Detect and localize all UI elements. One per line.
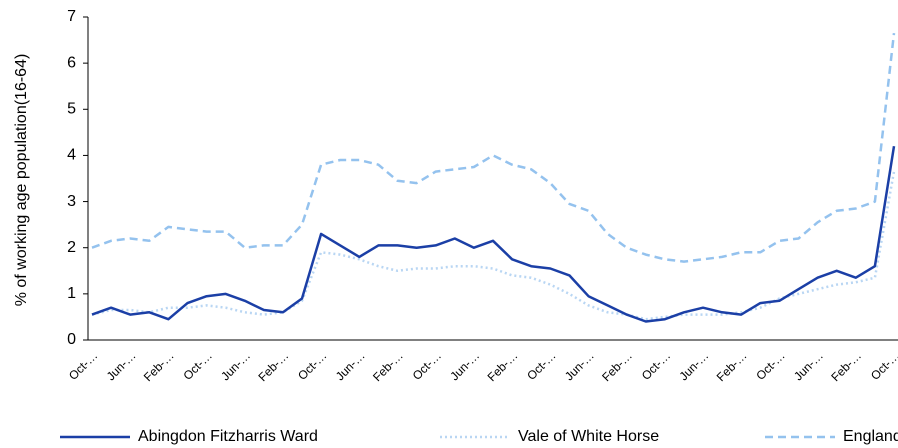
y-tick-label: 6 [67,54,76,71]
y-axis-label: % of working age population(16-64) [13,54,30,307]
y-tick-label: 4 [67,147,76,164]
x-tick-label: Jun-… [104,348,139,383]
x-tick-label: Feb-… [599,348,635,384]
y-tick-label: 7 [67,8,76,25]
x-tick-label: Oct-… [181,348,215,382]
y-tick-label: 0 [67,331,76,348]
y-tick-label: 2 [67,239,76,256]
x-tick-label: Feb-… [828,348,864,384]
x-tick-label: Jun-… [333,348,368,383]
y-tick-label: 3 [67,193,76,210]
legend-label: England [843,428,898,445]
y-tick-label: 5 [67,101,76,118]
x-tick-label: Jun-… [677,348,712,383]
legend-label: Vale of White Horse [518,428,659,445]
x-tick-label: Oct-… [410,348,444,382]
x-tick-label: Oct-… [753,348,787,382]
y-tick-label: 1 [67,285,76,302]
legend-label: Abingdon Fitzharris Ward [138,428,318,445]
series-line [91,171,896,321]
x-tick-label: Oct-… [66,348,100,382]
x-tick-label: Feb-… [370,348,406,384]
x-tick-label: Oct-… [639,348,673,382]
x-tick-label: Oct-… [868,348,898,382]
x-tick-label: Jun-… [791,348,826,383]
series-line [91,146,896,323]
x-tick-label: Feb-… [714,348,750,384]
x-tick-label: Oct-… [295,348,329,382]
x-tick-label: Feb-… [255,348,291,384]
x-tick-label: Feb-… [141,348,177,384]
series-line [91,32,896,263]
x-tick-label: Jun-… [562,348,597,383]
x-tick-label: Feb-… [485,348,521,384]
x-tick-label: Jun-… [218,348,253,383]
x-tick-label: Oct-… [524,348,558,382]
x-tick-label: Jun-… [447,348,482,383]
